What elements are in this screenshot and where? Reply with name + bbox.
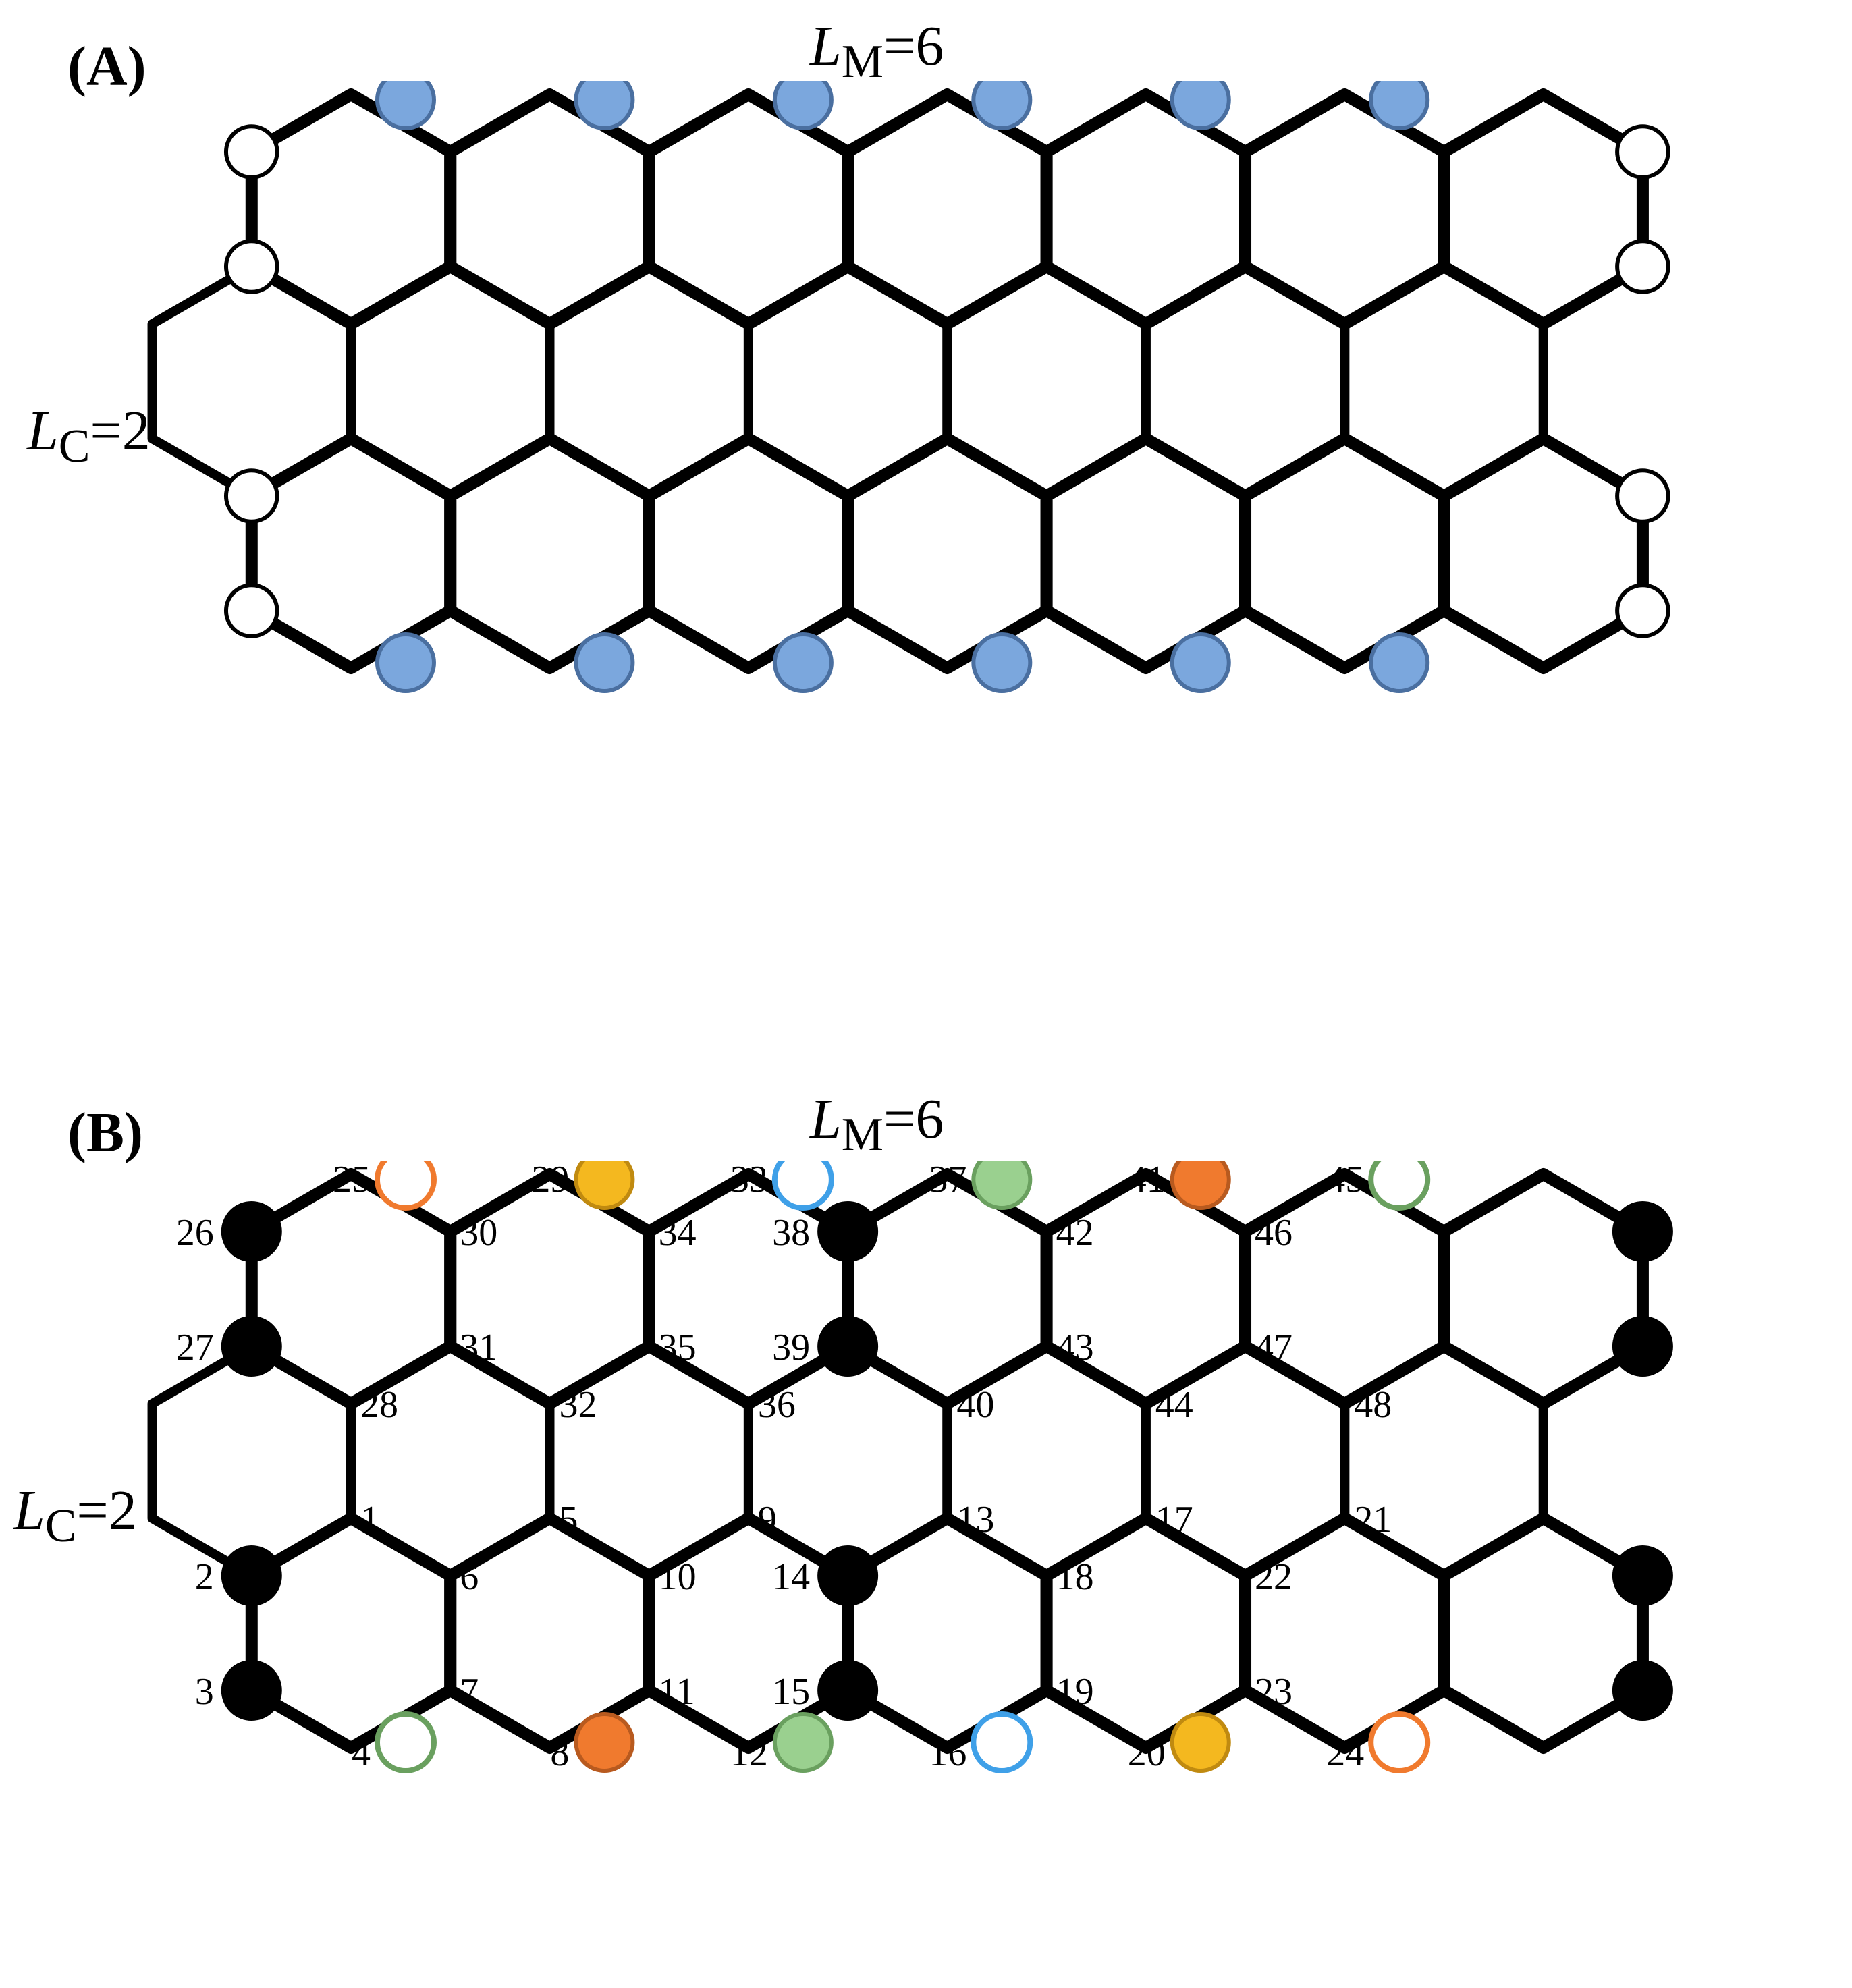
site-label-9: 9 <box>758 1499 777 1541</box>
site-label-28: 28 <box>360 1384 398 1426</box>
site-label-27: 27 <box>176 1327 214 1369</box>
site-label-24: 24 <box>1326 1732 1364 1774</box>
site-label-32: 32 <box>559 1384 597 1426</box>
site-label-2: 2 <box>195 1556 214 1598</box>
site-label-44: 44 <box>1155 1384 1193 1426</box>
site-label-31: 31 <box>460 1327 497 1369</box>
site-label-41: 41 <box>1128 1161 1166 1200</box>
site-label-22: 22 <box>1255 1556 1292 1598</box>
site-label-36: 36 <box>758 1384 796 1426</box>
site-label-13: 13 <box>956 1499 994 1541</box>
site-label-34: 34 <box>659 1212 697 1254</box>
site-label-7: 7 <box>460 1671 479 1713</box>
lm-value-a: 6 <box>915 15 944 78</box>
site-label-21: 21 <box>1354 1499 1392 1541</box>
lm-value-b: 6 <box>915 1088 944 1151</box>
site-label-6: 6 <box>460 1556 479 1598</box>
site-label-29: 29 <box>531 1161 569 1200</box>
site-label-47: 47 <box>1255 1327 1292 1369</box>
site-label-10: 10 <box>659 1556 697 1598</box>
site-label-3: 3 <box>195 1671 214 1713</box>
site-label-42: 42 <box>1056 1212 1094 1254</box>
site-label-23: 23 <box>1255 1671 1292 1713</box>
site-label-8: 8 <box>550 1732 569 1774</box>
panel-b-lm: LM=6 <box>810 1086 944 1162</box>
panel-b-label: (B) <box>67 1100 143 1165</box>
site-label-48: 48 <box>1354 1384 1392 1426</box>
page: (A) LM=6 LC=2 (B) LM=6 LC=2 123456789101… <box>0 0 1852 1988</box>
panel-b-lattice: 1234567891011121314151617181920212223242… <box>0 1161 1852 1970</box>
site-label-14: 14 <box>772 1556 810 1598</box>
site-label-46: 46 <box>1255 1212 1292 1254</box>
panel-a-lm: LM=6 <box>810 13 944 89</box>
site-label-15: 15 <box>772 1671 810 1713</box>
site-label-20: 20 <box>1128 1732 1166 1774</box>
panel-a-lattice <box>0 81 1852 857</box>
site-label-4: 4 <box>352 1732 371 1774</box>
site-label-37: 37 <box>929 1161 966 1200</box>
site-label-33: 33 <box>730 1161 768 1200</box>
site-label-43: 43 <box>1056 1327 1094 1369</box>
site-label-25: 25 <box>333 1161 371 1200</box>
site-label-12: 12 <box>730 1732 768 1774</box>
site-label-11: 11 <box>659 1671 695 1713</box>
site-label-35: 35 <box>659 1327 697 1369</box>
site-label-30: 30 <box>460 1212 497 1254</box>
site-label-5: 5 <box>559 1499 578 1541</box>
site-label-45: 45 <box>1326 1161 1364 1200</box>
site-label-40: 40 <box>956 1384 994 1426</box>
site-label-1: 1 <box>360 1499 379 1541</box>
site-label-19: 19 <box>1056 1671 1094 1713</box>
site-label-38: 38 <box>772 1212 810 1254</box>
site-label-39: 39 <box>772 1327 810 1369</box>
site-label-18: 18 <box>1056 1556 1094 1598</box>
site-label-26: 26 <box>176 1212 214 1254</box>
site-label-17: 17 <box>1155 1499 1193 1541</box>
site-label-16: 16 <box>929 1732 966 1774</box>
